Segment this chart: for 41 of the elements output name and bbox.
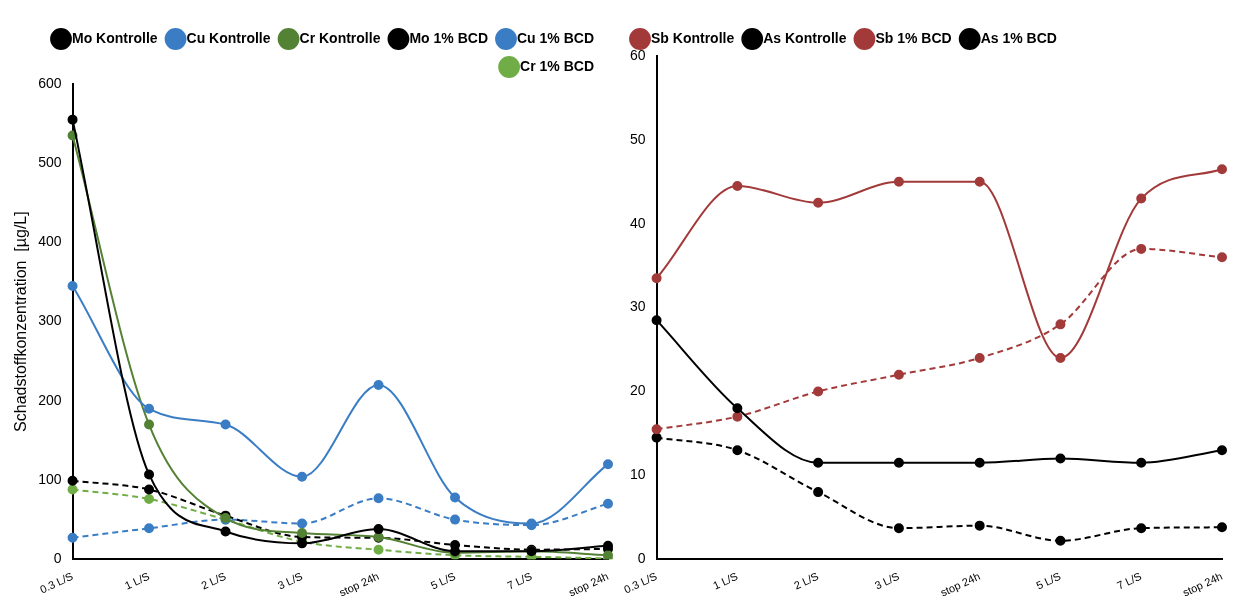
y-tick-label: 60 bbox=[630, 46, 646, 63]
x-tick-label: 2 L/S bbox=[791, 569, 821, 592]
y-tick-label: 30 bbox=[630, 298, 646, 315]
legend-label: Cu Kontrolle bbox=[186, 29, 271, 46]
y-tick-label: 200 bbox=[38, 391, 62, 408]
x-tick-label: 2 L/S bbox=[199, 569, 228, 592]
y-tick-label: 10 bbox=[630, 466, 646, 483]
y-tick-label: 500 bbox=[38, 154, 62, 171]
x-tick-label: 5 L/S bbox=[428, 569, 458, 592]
legend-label: Cu 1% BCD bbox=[516, 29, 595, 46]
x-tick-label: 0.3 L/S bbox=[38, 569, 75, 596]
x-tick-label: 0.3 L/S bbox=[622, 569, 659, 596]
y-tick-label: 0 bbox=[637, 550, 646, 567]
x-tick-label: 1 L/S bbox=[711, 569, 740, 592]
y-tick-label: 100 bbox=[38, 470, 62, 487]
y-tick-label: 20 bbox=[630, 382, 646, 399]
legend-label: As Kontrolle bbox=[763, 29, 847, 46]
y-tick-label: 600 bbox=[38, 74, 62, 91]
legend-label: Cr Kontrolle bbox=[299, 29, 381, 46]
x-tick-label: 1 L/S bbox=[122, 569, 152, 592]
x-tick-label: 5 L/S bbox=[1034, 569, 1063, 592]
legend-label: As 1% BCD bbox=[980, 29, 1057, 46]
x-tick-label: stop 24h bbox=[566, 569, 611, 599]
x-tick-label: 3 L/S bbox=[275, 569, 305, 592]
legend-label: Sb 1% BCD bbox=[875, 29, 952, 46]
legend-label: Mo Kontrolle bbox=[72, 29, 158, 46]
x-tick-label: 7 L/S bbox=[1115, 569, 1144, 592]
x-tick-label: 3 L/S bbox=[872, 569, 902, 592]
legend-label: Mo 1% BCD bbox=[409, 29, 488, 46]
y-axis-title: Schadstoffkonzentration [µg/L] bbox=[12, 211, 30, 432]
y-tick-label: 40 bbox=[630, 214, 646, 231]
legend-label: Sb Kontrolle bbox=[651, 29, 735, 46]
y-tick-label: 300 bbox=[38, 312, 62, 329]
y-tick-label: 50 bbox=[630, 130, 646, 147]
x-tick-label: stop 24h bbox=[938, 569, 982, 599]
y-tick-label: 400 bbox=[38, 233, 62, 250]
x-tick-label: 7 L/S bbox=[505, 569, 534, 592]
x-tick-label: stop 24h bbox=[1180, 569, 1225, 599]
y-tick-label: 0 bbox=[53, 550, 62, 567]
legend-label: Cr 1% BCD bbox=[520, 57, 594, 74]
x-tick-label: stop 24h bbox=[337, 569, 381, 599]
